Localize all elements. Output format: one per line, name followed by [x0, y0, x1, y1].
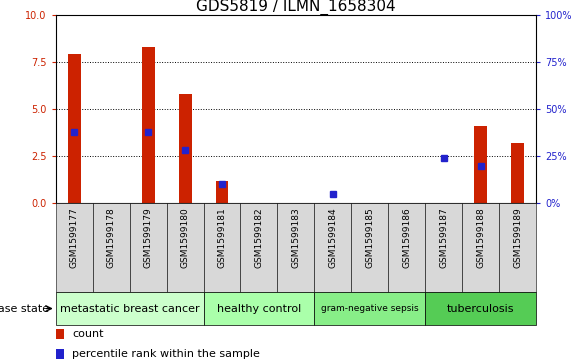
- Bar: [56, 329, 64, 339]
- Bar: [179, 94, 192, 203]
- Bar: [474, 126, 487, 203]
- Bar: [56, 292, 203, 325]
- Text: metastatic breast cancer: metastatic breast cancer: [60, 303, 199, 314]
- Bar: [352, 203, 389, 292]
- Bar: [68, 54, 81, 203]
- Text: GSM1599185: GSM1599185: [365, 208, 374, 269]
- Text: percentile rank within the sample: percentile rank within the sample: [73, 349, 260, 359]
- Text: GSM1599178: GSM1599178: [107, 208, 115, 269]
- Bar: [315, 292, 425, 325]
- Text: GSM1599186: GSM1599186: [403, 208, 411, 269]
- Text: GSM1599184: GSM1599184: [328, 208, 338, 268]
- Title: GDS5819 / ILMN_1658304: GDS5819 / ILMN_1658304: [196, 0, 396, 15]
- Text: GSM1599189: GSM1599189: [513, 208, 522, 269]
- Bar: [142, 46, 155, 203]
- Text: GSM1599183: GSM1599183: [291, 208, 301, 269]
- Bar: [425, 292, 536, 325]
- Bar: [203, 203, 240, 292]
- Text: GSM1599182: GSM1599182: [254, 208, 264, 268]
- Bar: [203, 292, 315, 325]
- Text: GSM1599188: GSM1599188: [476, 208, 485, 269]
- Bar: [389, 203, 425, 292]
- Text: tuberculosis: tuberculosis: [447, 303, 515, 314]
- Bar: [425, 203, 462, 292]
- Text: disease state: disease state: [0, 303, 53, 314]
- Text: GSM1599181: GSM1599181: [217, 208, 227, 269]
- Bar: [499, 203, 536, 292]
- Bar: [166, 203, 203, 292]
- Text: GSM1599179: GSM1599179: [144, 208, 152, 269]
- Bar: [56, 203, 93, 292]
- Text: count: count: [73, 329, 104, 339]
- Text: GSM1599180: GSM1599180: [180, 208, 189, 269]
- Bar: [315, 203, 352, 292]
- Bar: [130, 203, 166, 292]
- Bar: [240, 203, 277, 292]
- Text: GSM1599187: GSM1599187: [440, 208, 448, 269]
- Bar: [511, 143, 524, 203]
- Text: gram-negative sepsis: gram-negative sepsis: [321, 304, 418, 313]
- Bar: [93, 203, 130, 292]
- Bar: [216, 181, 229, 203]
- Bar: [56, 348, 64, 359]
- Bar: [462, 203, 499, 292]
- Text: healthy control: healthy control: [217, 303, 301, 314]
- Bar: [277, 203, 315, 292]
- Text: GSM1599177: GSM1599177: [70, 208, 79, 269]
